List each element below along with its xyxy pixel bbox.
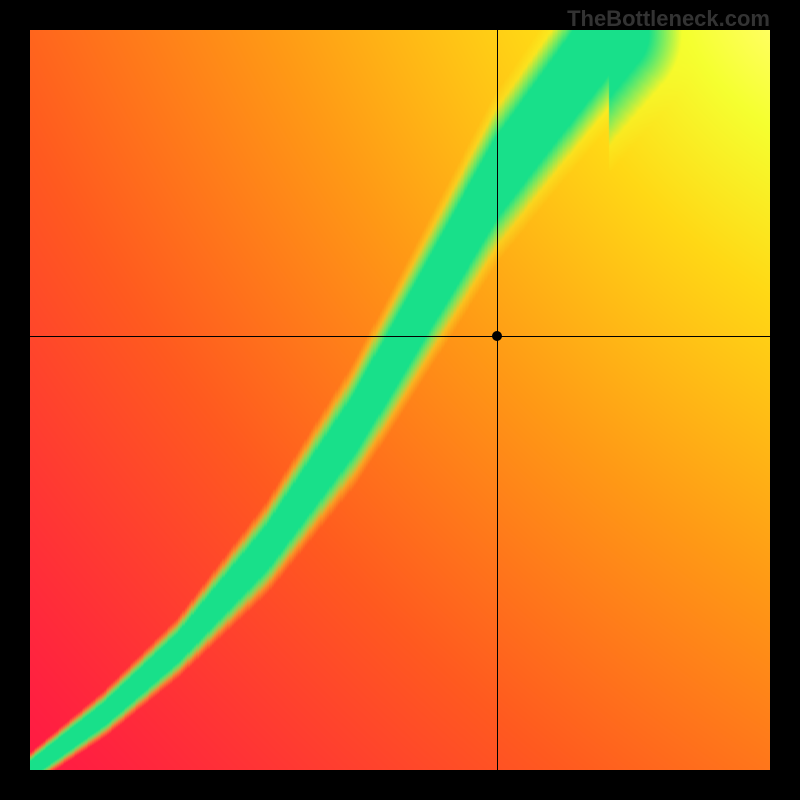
- crosshair-horizontal: [30, 336, 770, 337]
- crosshair-marker-dot: [492, 331, 502, 341]
- heatmap-canvas: [30, 30, 770, 770]
- crosshair-vertical: [497, 30, 498, 770]
- heatmap-plot: [30, 30, 770, 770]
- frame: TheBottleneck.com: [0, 0, 800, 800]
- watermark-text: TheBottleneck.com: [567, 6, 770, 32]
